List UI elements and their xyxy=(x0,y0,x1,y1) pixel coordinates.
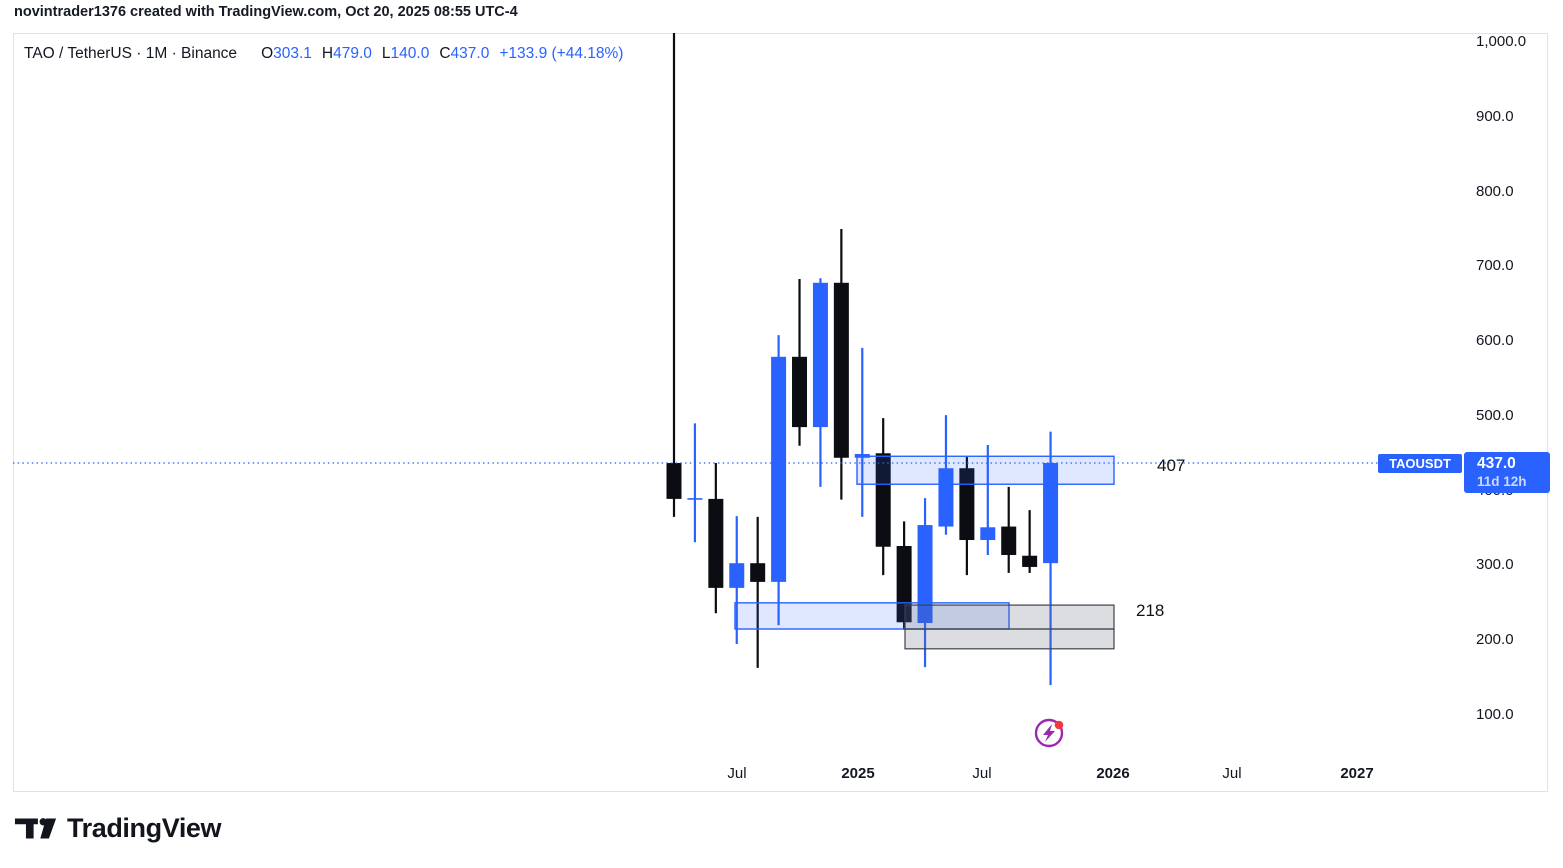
price-tick-200: 200.0 xyxy=(1476,631,1514,649)
time-tick-Jul: Jul xyxy=(727,765,747,782)
attribution-text: novintrader1376 created with TradingView… xyxy=(14,4,518,20)
ohlc-label-H: H xyxy=(321,45,334,62)
price-tick-700: 700.0 xyxy=(1476,257,1514,275)
time-tick-2027: 2027 xyxy=(1340,765,1374,782)
chart-frame xyxy=(13,33,1548,792)
ohlc-value-C: 437.0 xyxy=(450,45,490,62)
change-value: +133.9 (+44.18%) xyxy=(499,45,624,62)
tradingview-logo-icon xyxy=(14,818,57,839)
tradingview-wordmark: TradingView xyxy=(67,813,222,843)
symbol-flag-label: TAOUSDT xyxy=(1378,454,1462,473)
level-label-407: 407 xyxy=(1157,456,1186,475)
time-tick-Jul: Jul xyxy=(1222,765,1242,782)
ohlc-label-O: O xyxy=(261,45,274,62)
bar-countdown: 11d 12h xyxy=(1477,474,1527,489)
price-tick-300: 300.0 xyxy=(1476,556,1514,574)
price-tick-600: 600.0 xyxy=(1476,332,1514,350)
ohlc-value-L: 140.0 xyxy=(390,45,430,62)
last-price-flag: 437.0 11d 12h xyxy=(1464,452,1550,493)
price-tick-800: 800.0 xyxy=(1476,182,1514,200)
time-tick-2026: 2026 xyxy=(1096,765,1130,782)
time-tick-Jul: Jul xyxy=(972,765,992,782)
tradingview-logo[interactable]: TradingView xyxy=(14,813,222,844)
ohlc-label-C: C xyxy=(439,45,451,62)
ohlc-value-H: 479.0 xyxy=(333,45,372,62)
symbol-title[interactable]: TAO / TetherUS · 1M · Binance xyxy=(24,45,238,62)
price-tick-1000: 1,000.0 xyxy=(1476,33,1527,50)
ohlc-label-L: L xyxy=(381,45,391,62)
price-tick-900: 900.0 xyxy=(1476,107,1514,125)
last-price-value: 437.0 xyxy=(1477,455,1516,472)
level-label-218: 218 xyxy=(1136,601,1165,620)
time-tick-2025: 2025 xyxy=(841,765,875,782)
ohlc-value-O: 303.1 xyxy=(273,45,312,62)
price-tick-500: 500.0 xyxy=(1476,406,1514,424)
price-tick-100: 100.0 xyxy=(1476,706,1514,723)
chart-legend: TAO / TetherUS · 1M · Binance O303.1 H479.… xyxy=(24,45,623,63)
